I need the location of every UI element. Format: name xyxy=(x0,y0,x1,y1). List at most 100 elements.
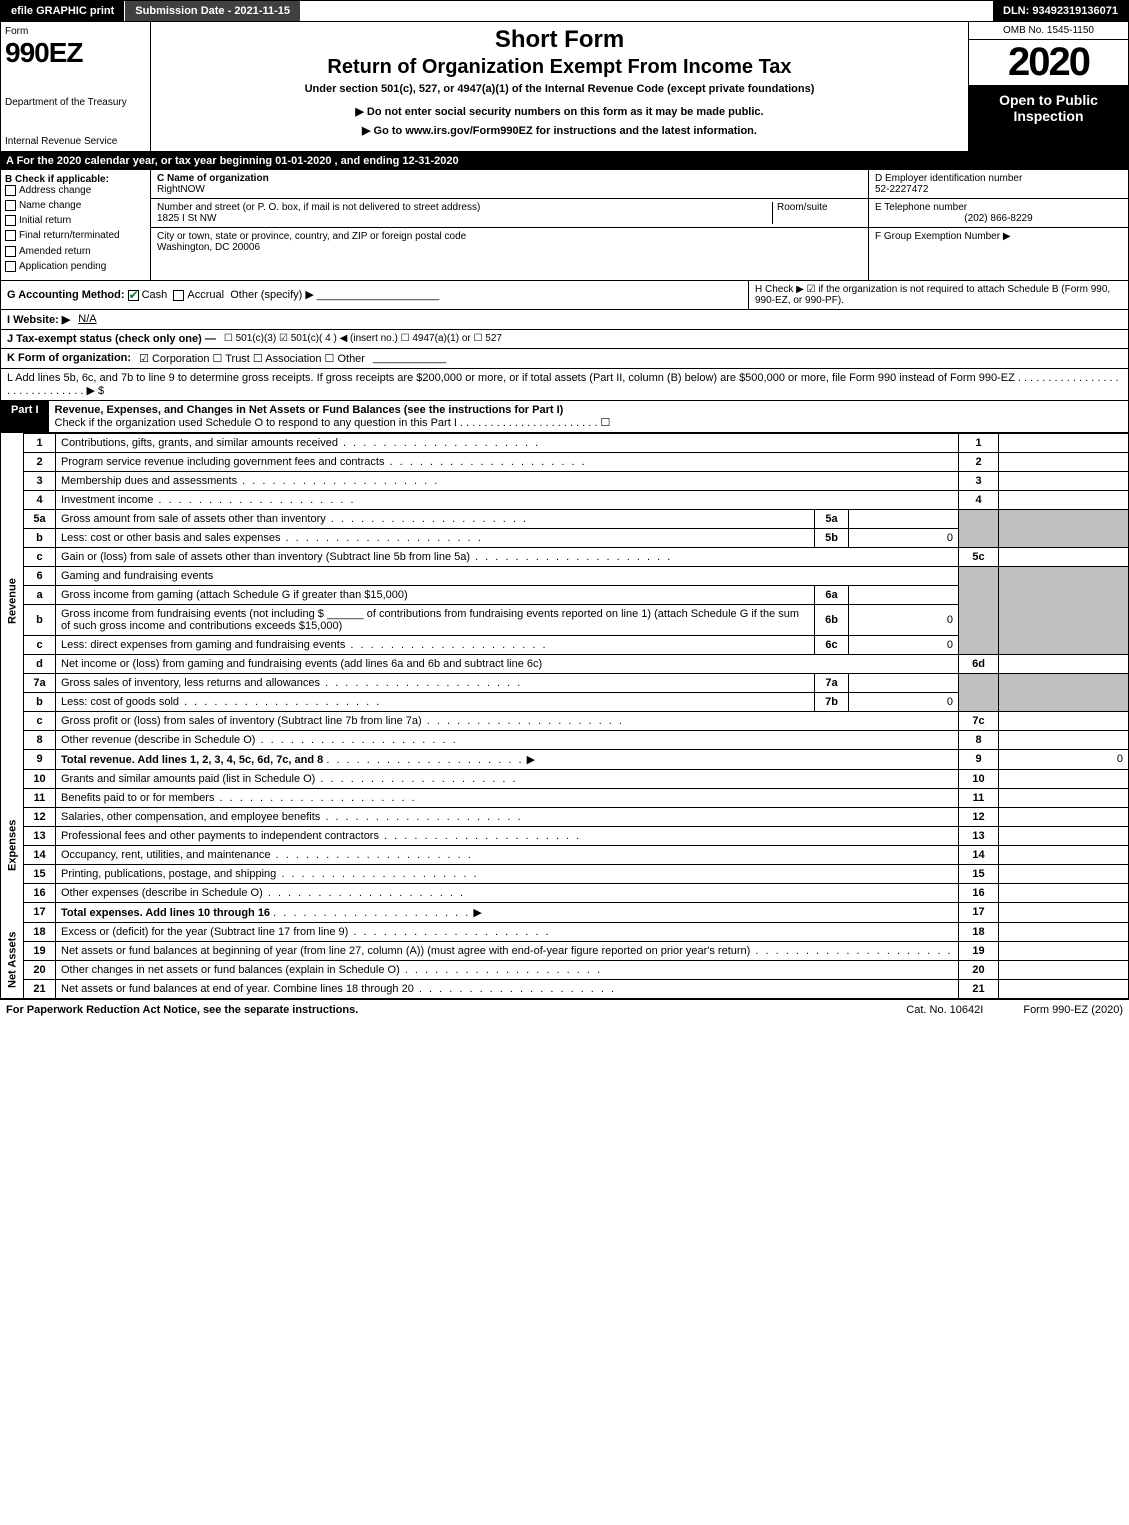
line-21-num: 21 xyxy=(24,979,56,998)
line-16-text: Other expenses (describe in Schedule O) xyxy=(56,883,959,902)
line-8-rn: 8 xyxy=(959,730,999,749)
line-19-amt xyxy=(999,941,1129,960)
line-6-gray-amt xyxy=(999,566,1129,654)
page-footer: For Paperwork Reduction Act Notice, see … xyxy=(0,999,1129,1020)
line-5ab-gray xyxy=(959,509,999,547)
dept-irs: Internal Revenue Service xyxy=(5,136,146,147)
line-11-num: 11 xyxy=(24,788,56,807)
line-7a-sv xyxy=(849,673,959,692)
netassets-side-label: Net Assets xyxy=(1,922,24,998)
line-11-text: Benefits paid to or for members xyxy=(56,788,959,807)
chk-address-change[interactable]: Address change xyxy=(5,185,146,196)
line-k: K Form of organization: ☑ Corporation ☐ … xyxy=(0,349,1129,369)
line-5a: 5a Gross amount from sale of assets othe… xyxy=(1,509,1129,528)
city-label: City or town, state or province, country… xyxy=(157,231,466,242)
form-number: 990EZ xyxy=(5,37,146,69)
expenses-side-label: Expenses xyxy=(1,769,24,922)
chk-initial-return[interactable]: Initial return xyxy=(5,215,146,226)
line-7c-num: c xyxy=(24,711,56,730)
line-4-rn: 4 xyxy=(959,490,999,509)
line-19-rn: 19 xyxy=(959,941,999,960)
line-6d-text: Net income or (loss) from gaming and fun… xyxy=(56,654,959,673)
efile-print-button[interactable]: efile GRAPHIC print xyxy=(1,1,125,21)
part-1-header: Part I Revenue, Expenses, and Changes in… xyxy=(0,401,1129,433)
line-9: 9 Total revenue. Add lines 1, 2, 3, 4, 5… xyxy=(1,749,1129,769)
submission-date-button[interactable]: Submission Date - 2021-11-15 xyxy=(125,1,300,21)
cash-label: Cash xyxy=(142,289,168,301)
line-21-text: Net assets or fund balances at end of ye… xyxy=(56,979,959,998)
line-4-amt xyxy=(999,490,1129,509)
irs-link[interactable]: ▶ Go to www.irs.gov/Form990EZ for instru… xyxy=(171,124,948,137)
line-8: 8 Other revenue (describe in Schedule O)… xyxy=(1,730,1129,749)
line-20-amt xyxy=(999,960,1129,979)
chk-final-return[interactable]: Final return/terminated xyxy=(5,230,146,241)
line-20-rn: 20 xyxy=(959,960,999,979)
line-6-num: 6 xyxy=(24,566,56,585)
top-bar: efile GRAPHIC print Submission Date - 20… xyxy=(0,0,1129,22)
line-16-amt xyxy=(999,883,1129,902)
line-4-num: 4 xyxy=(24,490,56,509)
line-18-num: 18 xyxy=(24,922,56,941)
line-7a: 7a Gross sales of inventory, less return… xyxy=(1,673,1129,692)
org-name-label: C Name of organization xyxy=(157,173,269,184)
chk-application-pending[interactable]: Application pending xyxy=(5,261,146,272)
line-4: 4 Investment income 4 xyxy=(1,490,1129,509)
return-title: Return of Organization Exempt From Incom… xyxy=(171,56,948,79)
line-15-amt xyxy=(999,864,1129,883)
line-12: 12Salaries, other compensation, and empl… xyxy=(1,807,1129,826)
line-9-rn: 9 xyxy=(959,749,999,769)
line-13-num: 13 xyxy=(24,826,56,845)
ssn-note: ▶ Do not enter social security numbers o… xyxy=(171,105,948,118)
line-17-rn: 17 xyxy=(959,902,999,922)
part-1-title: Revenue, Expenses, and Changes in Net As… xyxy=(55,404,564,416)
line-6b-text: Gross income from fundraising events (no… xyxy=(56,604,815,635)
line-5c-num: c xyxy=(24,547,56,566)
line-20-text: Other changes in net assets or fund bala… xyxy=(56,960,959,979)
city-row: City or town, state or province, country… xyxy=(151,228,868,256)
line-10-num: 10 xyxy=(24,769,56,788)
form-org-options: ☑ Corporation ☐ Trust ☐ Association ☐ Ot… xyxy=(139,352,365,365)
line-18-rn: 18 xyxy=(959,922,999,941)
line-14: 14Occupancy, rent, utilities, and mainte… xyxy=(1,845,1129,864)
chk-name-change[interactable]: Name change xyxy=(5,200,146,211)
part-1-tag: Part I xyxy=(1,401,49,432)
line-8-text: Other revenue (describe in Schedule O) xyxy=(56,730,959,749)
line-8-amt xyxy=(999,730,1129,749)
dept-treasury: Department of the Treasury xyxy=(5,97,146,108)
line-g-label: G Accounting Method: xyxy=(7,289,125,301)
line-6d-rn: 6d xyxy=(959,654,999,673)
group-exemption-row: F Group Exemption Number ▶ xyxy=(869,228,1128,280)
line-12-text: Salaries, other compensation, and employ… xyxy=(56,807,959,826)
info-grid: B Check if applicable: Address change Na… xyxy=(0,170,1129,281)
line-15-num: 15 xyxy=(24,864,56,883)
line-2-rn: 2 xyxy=(959,452,999,471)
line-6a-sv xyxy=(849,585,959,604)
line-6a-sn: 6a xyxy=(815,585,849,604)
footer-right: Form 990-EZ (2020) xyxy=(1023,1004,1123,1016)
line-6d-amt xyxy=(999,654,1129,673)
line-21-rn: 21 xyxy=(959,979,999,998)
line-5a-text: Gross amount from sale of assets other t… xyxy=(56,509,815,528)
chk-accrual[interactable] xyxy=(173,290,184,301)
ein-label: D Employer identification number xyxy=(875,173,1022,184)
line-6b-sn: 6b xyxy=(815,604,849,635)
chk-amended-return[interactable]: Amended return xyxy=(5,246,146,257)
phone-value: (202) 866-8229 xyxy=(875,213,1122,224)
revenue-side-label: Revenue xyxy=(1,433,24,769)
subtitle: Under section 501(c), 527, or 4947(a)(1)… xyxy=(171,83,948,95)
line-6: 6 Gaming and fundraising events xyxy=(1,566,1129,585)
line-h: H Check ▶ ☑ if the organization is not r… xyxy=(748,281,1128,309)
line-7b-text: Less: cost of goods sold xyxy=(56,692,815,711)
address-value: 1825 I St NW xyxy=(157,213,216,224)
website-label: I Website: ▶ xyxy=(7,313,70,326)
topbar-spacer xyxy=(300,1,993,21)
line-5c-text: Gain or (loss) from sale of assets other… xyxy=(56,547,959,566)
line-6a-num: a xyxy=(24,585,56,604)
line-20: 20Other changes in net assets or fund ba… xyxy=(1,960,1129,979)
chk-initial-return-label: Initial return xyxy=(19,215,71,226)
line-10-text: Grants and similar amounts paid (list in… xyxy=(56,769,959,788)
tax-exempt-label: J Tax-exempt status (check only one) — xyxy=(7,333,216,345)
chk-address-change-label: Address change xyxy=(19,185,91,196)
line-10-rn: 10 xyxy=(959,769,999,788)
chk-cash[interactable] xyxy=(128,290,139,301)
